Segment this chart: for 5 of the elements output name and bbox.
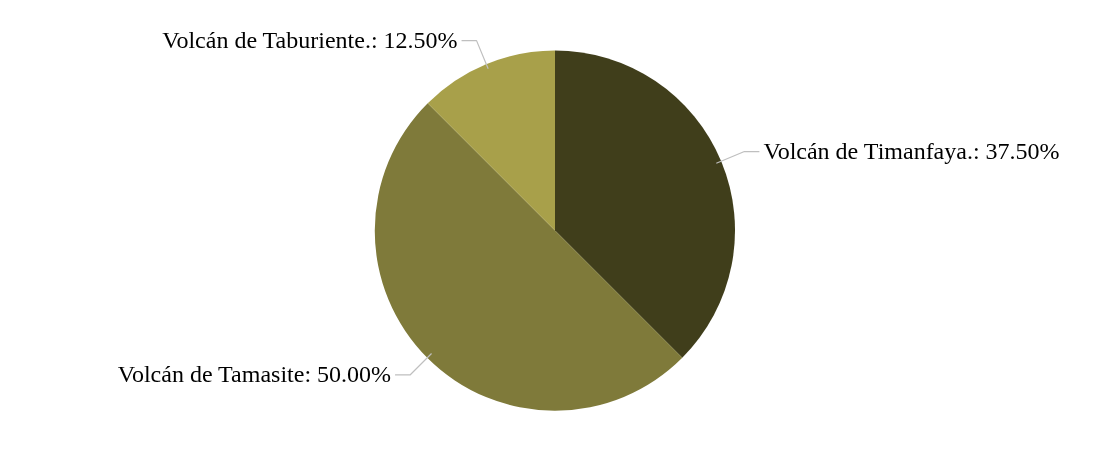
- slice-label: Volcán de Timanfaya.: 37.50%: [763, 137, 1060, 164]
- pie-slice: [427, 50, 555, 231]
- slice-label: Volcán de Tamasite: 50.00%: [117, 360, 392, 387]
- slice-label: Volcán de Taburiente.: 12.50%: [162, 26, 458, 53]
- pie-slice: [555, 50, 735, 358]
